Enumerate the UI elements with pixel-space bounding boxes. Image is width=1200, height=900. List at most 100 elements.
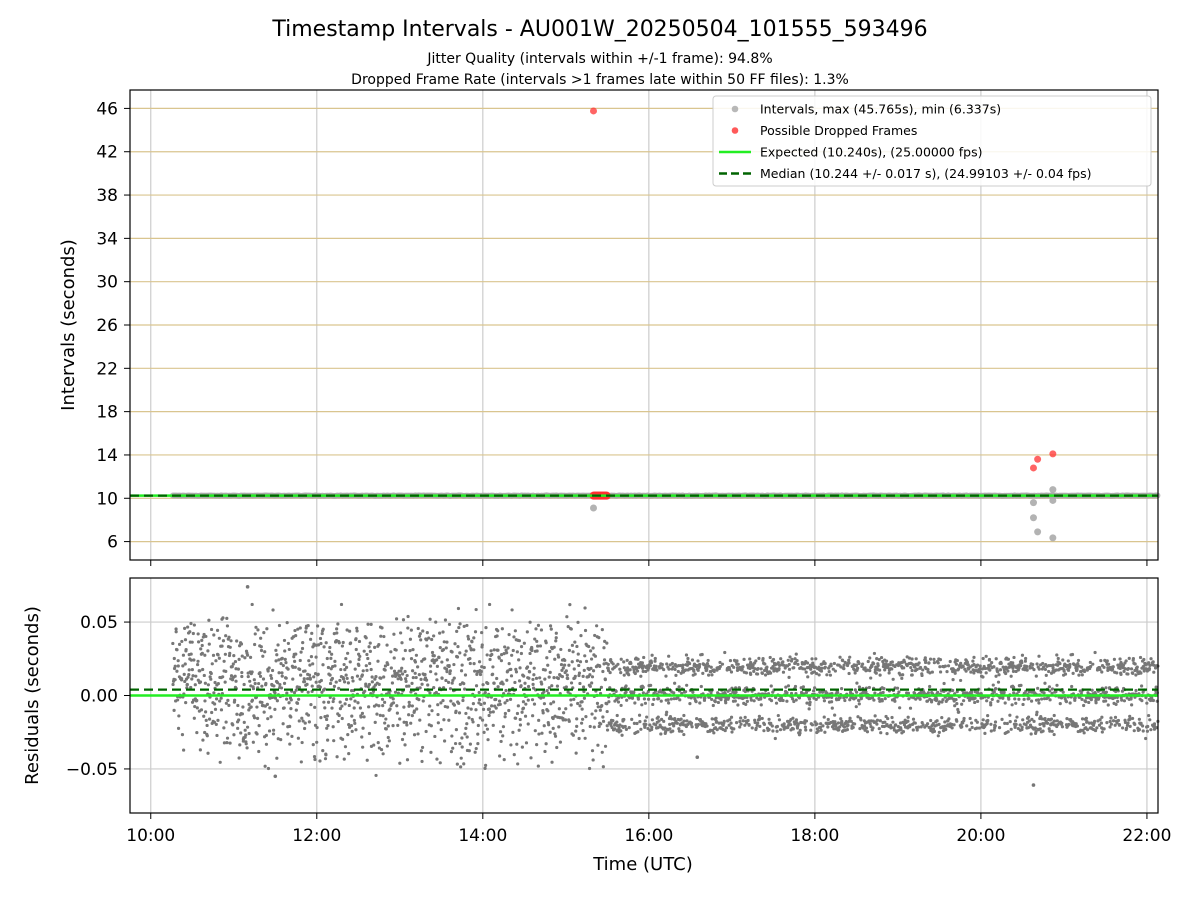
residual-point <box>455 629 459 633</box>
residual-point <box>578 681 582 686</box>
residual-point <box>664 730 668 734</box>
residual-point <box>545 689 549 693</box>
residual-point <box>190 668 194 672</box>
residual-point <box>297 697 301 701</box>
residual-point <box>176 664 180 668</box>
residual-point <box>251 687 256 691</box>
residual-point <box>215 628 220 632</box>
residual-point <box>595 701 600 705</box>
residual-point <box>299 760 303 764</box>
residual-point <box>644 722 648 727</box>
residual-point <box>1112 657 1116 661</box>
residual-point <box>575 659 580 663</box>
residual-point <box>392 632 396 636</box>
residual-point <box>462 682 466 686</box>
residual-point <box>1027 719 1031 723</box>
residual-point <box>391 701 396 705</box>
residual-point <box>526 698 530 702</box>
residual-point <box>183 626 187 630</box>
residual-point <box>962 716 966 721</box>
residual-point <box>590 681 594 685</box>
residual-point <box>598 664 602 668</box>
residual-point <box>898 706 902 710</box>
residual-point <box>611 662 615 666</box>
residual-point <box>806 675 810 679</box>
residual-point <box>425 631 429 635</box>
residual-point <box>171 641 175 646</box>
residual-point <box>434 690 438 695</box>
residual-point <box>520 745 524 749</box>
residual-point <box>463 732 467 736</box>
residual-point <box>484 626 488 630</box>
residual-point <box>332 684 337 688</box>
residual-point <box>213 680 217 685</box>
residual-point <box>794 698 798 702</box>
residual-point <box>407 713 411 717</box>
residual-point <box>572 697 576 701</box>
residual-point <box>492 681 496 685</box>
residual-point <box>397 673 402 677</box>
residual-point <box>292 691 297 695</box>
residual-point <box>252 678 256 682</box>
residual-point <box>640 703 644 707</box>
residual-point <box>673 717 677 721</box>
residual-point <box>279 661 283 666</box>
residual-point <box>471 701 475 706</box>
residual-point <box>381 752 385 756</box>
residual-point <box>559 647 563 652</box>
residual-point <box>491 723 495 727</box>
residual-point <box>250 670 254 674</box>
residual-point <box>188 630 192 634</box>
residual-point <box>877 657 881 662</box>
residual-point <box>677 685 681 689</box>
residual-point <box>503 701 507 705</box>
residual-point <box>791 697 795 701</box>
residual-point <box>953 704 957 708</box>
residual-point <box>795 726 800 730</box>
residual-point <box>200 643 204 648</box>
residual-point <box>639 674 643 678</box>
residual-point <box>399 677 403 681</box>
residual-point <box>398 761 402 765</box>
residual-point <box>244 733 248 737</box>
residual-point <box>643 701 648 705</box>
residual-point <box>873 691 877 695</box>
residual-point <box>855 681 859 685</box>
residual-point <box>543 677 547 681</box>
residual-point <box>190 677 194 681</box>
residual-point <box>332 739 336 743</box>
residual-point <box>418 632 422 636</box>
residual-point <box>961 699 966 703</box>
residual-point <box>665 710 669 714</box>
residual-point <box>269 676 274 680</box>
residual-point <box>325 717 329 722</box>
residual-point <box>357 663 361 668</box>
residual-point <box>480 630 484 635</box>
residual-point <box>286 641 290 646</box>
residual-point <box>705 724 709 728</box>
residual-point <box>462 762 466 766</box>
residual-point <box>1152 670 1156 674</box>
residual-point <box>575 717 579 721</box>
residual-point <box>571 650 575 654</box>
residual-point <box>237 657 241 661</box>
residual-point <box>577 673 581 678</box>
residual-point <box>945 670 949 674</box>
residual-point <box>212 720 217 724</box>
residual-point <box>403 648 407 653</box>
legend-median-label: Median (10.244 +/- 0.017 s), (24.99103 +… <box>760 166 1091 181</box>
residual-point <box>674 673 678 678</box>
residual-point <box>845 663 850 668</box>
residual-point <box>827 670 831 674</box>
residual-point <box>319 715 323 720</box>
residual-point <box>352 718 356 723</box>
residual-point <box>870 664 874 668</box>
residual-point <box>333 664 337 668</box>
residual-point <box>1060 725 1065 729</box>
residual-point <box>633 671 637 676</box>
residual-point <box>1134 688 1138 693</box>
residual-point <box>219 708 224 712</box>
residual-point <box>667 667 671 671</box>
residual-point <box>722 719 726 723</box>
residual-point <box>650 725 654 729</box>
